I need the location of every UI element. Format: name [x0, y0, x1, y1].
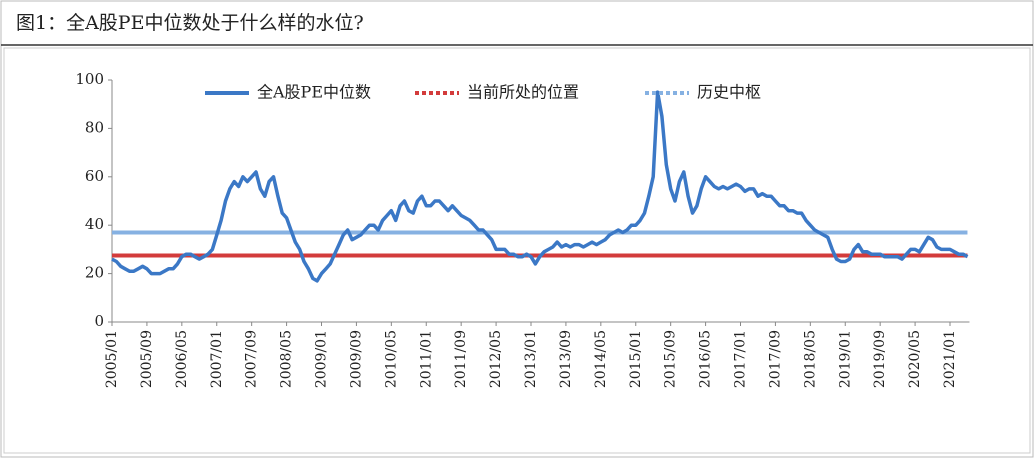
x-tick-label: 2005/09 [139, 330, 155, 388]
x-tick-label: 2019/01 [837, 330, 853, 388]
x-tick-label: 2011/01 [418, 330, 434, 388]
x-tick-label: 2009/09 [348, 330, 364, 388]
plot-frame [3, 47, 1031, 454]
x-tick-label: 2011/09 [453, 330, 469, 388]
y-tick-label: 80 [85, 118, 104, 136]
x-tick-label: 2016/05 [698, 330, 714, 388]
legend-label: 全A股PE中位数 [257, 83, 371, 102]
y-tick-label: 0 [94, 312, 104, 330]
x-tick-label: 2017/09 [767, 330, 783, 388]
x-tick-label: 2017/01 [733, 330, 749, 388]
legend-label: 历史中枢 [697, 83, 761, 102]
x-tick-label: 2018/05 [802, 330, 818, 388]
x-tick-label: 2020/05 [907, 330, 923, 388]
x-tick-label: 2013/01 [523, 330, 539, 388]
x-tick-label: 2021/01 [942, 330, 958, 388]
x-tick-label: 2015/01 [628, 330, 644, 388]
x-tick-label: 2005/01 [104, 330, 120, 388]
y-tick-label: 40 [85, 215, 104, 233]
x-tick-label: 2009/01 [314, 330, 330, 388]
x-tick-label: 2008/05 [279, 330, 295, 388]
x-tick-label: 2007/09 [244, 330, 260, 388]
y-tick-label: 100 [75, 70, 104, 88]
chart-title: 图1：全A股PE中位数处于什么样的水位? [16, 12, 364, 34]
y-tick-label: 20 [85, 264, 104, 282]
x-tick-label: 2007/01 [209, 330, 225, 388]
x-tick-label: 2019/09 [872, 330, 888, 388]
x-tick-label: 2015/09 [663, 330, 679, 388]
x-tick-label: 2012/05 [488, 330, 504, 388]
y-tick-label: 60 [85, 167, 104, 185]
x-tick-label: 2013/09 [558, 330, 574, 388]
x-tick-label: 2014/05 [593, 330, 609, 388]
legend-label: 当前所处的位置 [467, 83, 579, 102]
line-series [111, 90, 969, 283]
x-tick-label: 2010/05 [383, 330, 399, 388]
x-tick-label: 2006/05 [174, 330, 190, 388]
